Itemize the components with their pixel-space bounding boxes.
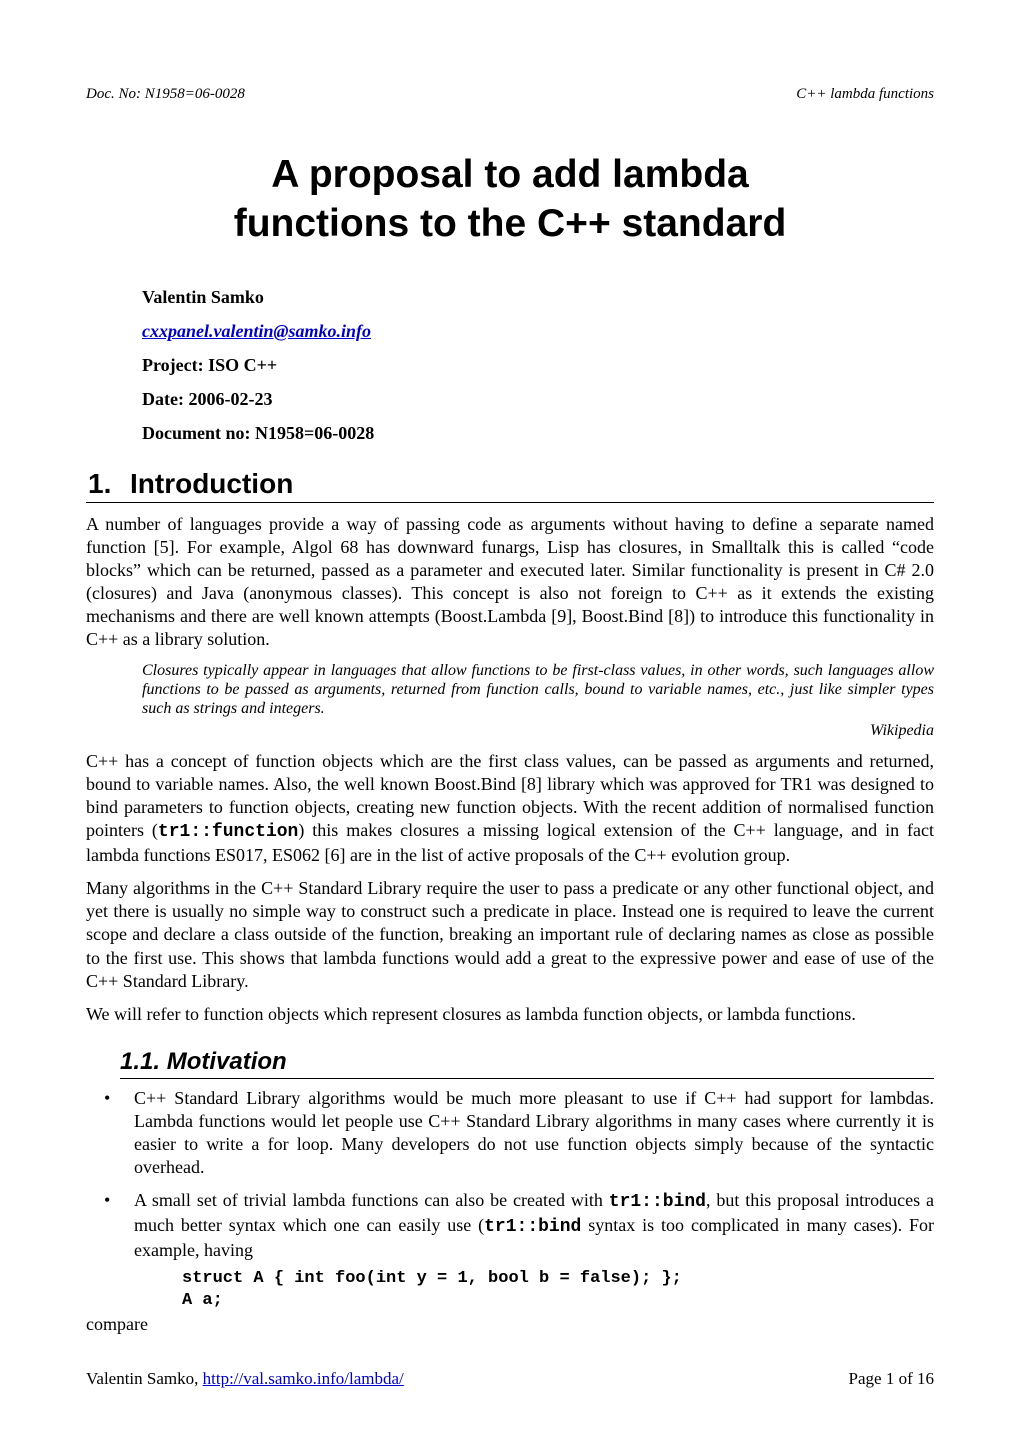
s1-quote-attribution: Wikipedia: [142, 722, 934, 740]
running-header: Doc. No: N1958=06-0028 C++ lambda functi…: [86, 86, 934, 103]
motivation-bullet-1: C++ Standard Library algorithms would be…: [86, 1087, 934, 1179]
footer-left: Valentin Samko, http://val.samko.info/la…: [86, 1369, 404, 1389]
meta-block: Valentin Samko cxxpanel.valentin@samko.i…: [142, 287, 934, 444]
title-line-2: functions to the C++ standard: [86, 200, 934, 249]
title-block: A proposal to add lambda functions to th…: [86, 151, 934, 249]
page: Doc. No: N1958=06-0028 C++ lambda functi…: [0, 0, 1020, 1443]
author-name: Valentin Samko: [142, 287, 934, 308]
s1-para-2: C++ has a concept of function objects wh…: [86, 750, 934, 867]
footer-page-number: Page 1 of 16: [849, 1369, 934, 1389]
s1-para-4: We will refer to function objects which …: [86, 1003, 934, 1026]
s1-para-1: A number of languages provide a way of p…: [86, 513, 934, 651]
meta-date: Date: 2006-02-23: [142, 389, 934, 410]
meta-docnum: Document no: N1958=06-0028: [142, 423, 934, 444]
footer-left-prefix: Valentin Samko,: [86, 1369, 203, 1388]
section-1-number: 1.: [88, 468, 130, 500]
header-subject: C++ lambda functions: [796, 86, 934, 103]
motivation-list: C++ Standard Library algorithms would be…: [86, 1087, 934, 1337]
bullet2-code2: tr1::bind: [484, 1217, 581, 1237]
footer: Valentin Samko, http://val.samko.info/la…: [86, 1369, 934, 1389]
motivation-bullet-2: A small set of trivial lambda functions …: [86, 1189, 934, 1337]
title-line-1: A proposal to add lambda: [86, 151, 934, 200]
s1-para-2-code: tr1::function: [158, 822, 298, 842]
code-block-struct: struct A { int foo(int y = 1, bool b = f…: [182, 1268, 934, 1312]
compare-label: compare: [86, 1313, 934, 1336]
section-1-1-heading: 1.1. Motivation: [120, 1048, 934, 1079]
header-doc-no: Doc. No: N1958=06-0028: [86, 86, 245, 103]
meta-project: Project: ISO C++: [142, 355, 934, 376]
section-1-heading: 1.Introduction: [86, 468, 934, 503]
s1-quote: Closures typically appear in languages t…: [142, 661, 934, 719]
s1-para-3: Many algorithms in the C++ Standard Libr…: [86, 877, 934, 992]
author-email-link[interactable]: cxxpanel.valentin@samko.info: [142, 321, 371, 341]
bullet2-a: A small set of trivial lambda functions …: [134, 1190, 609, 1210]
footer-url-link[interactable]: http://val.samko.info/lambda/: [203, 1369, 404, 1388]
section-1-title: Introduction: [130, 468, 293, 499]
bullet2-code1: tr1::bind: [609, 1192, 706, 1212]
